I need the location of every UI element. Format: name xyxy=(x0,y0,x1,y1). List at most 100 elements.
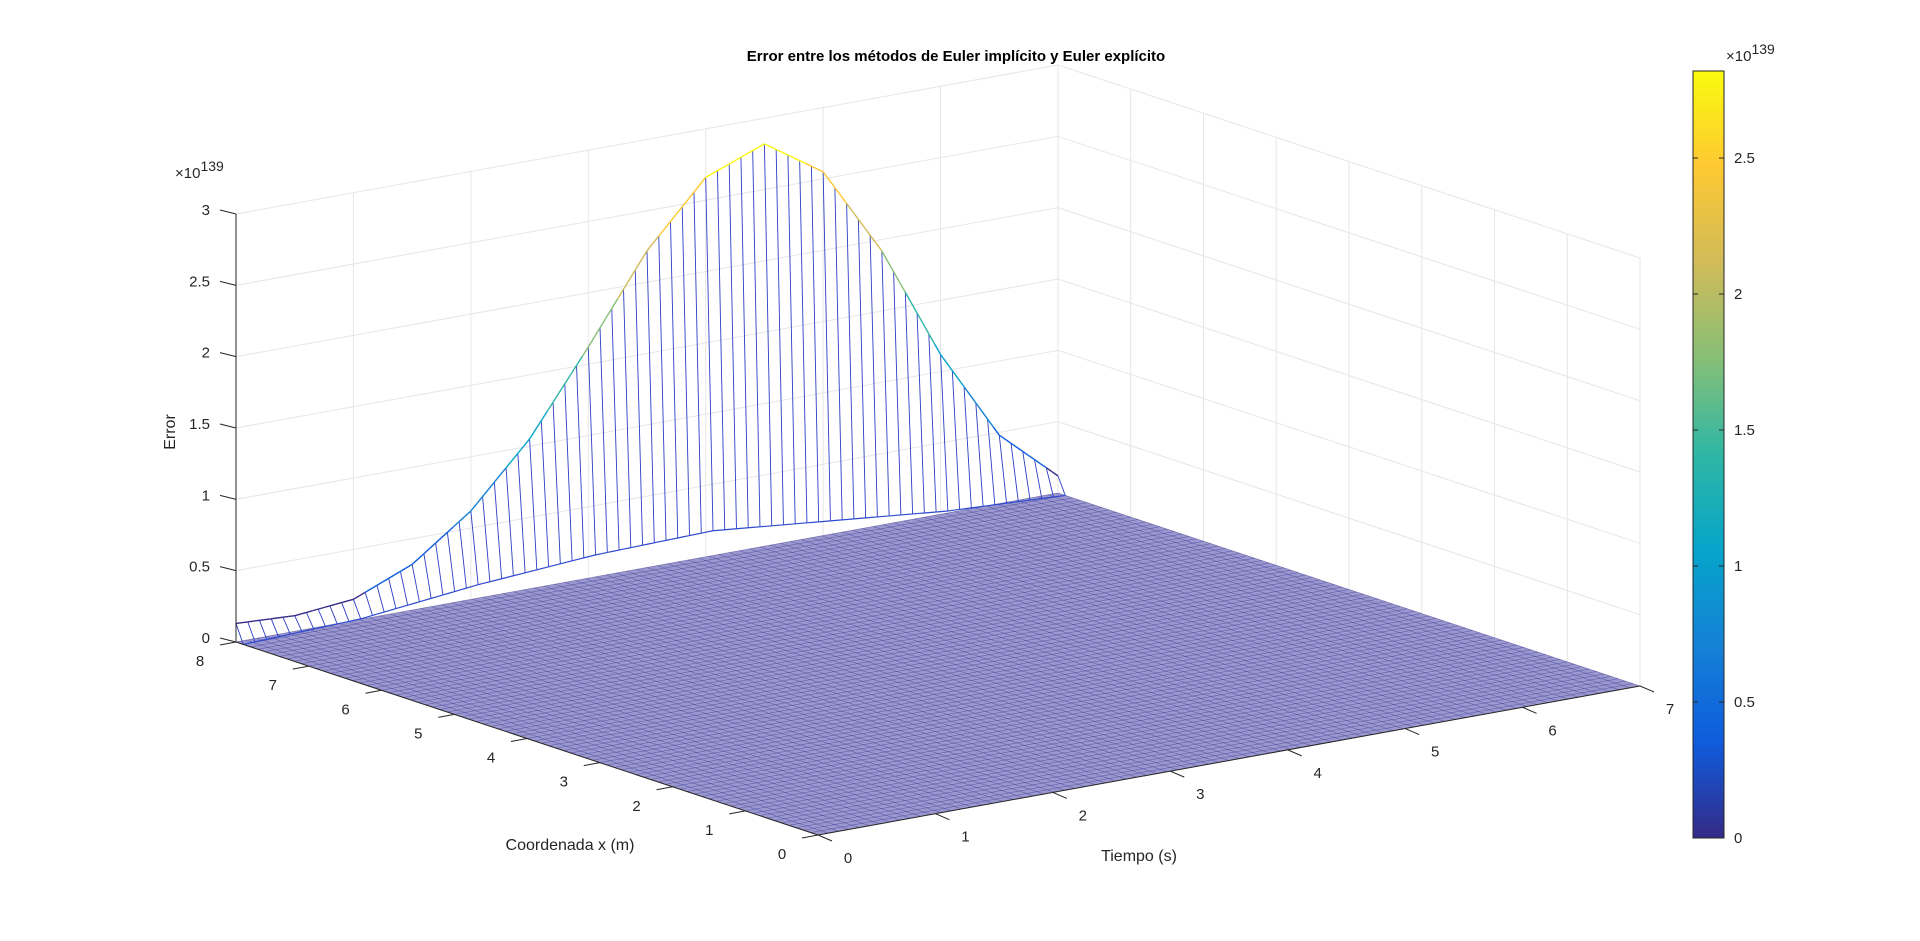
colorbar-tick-label: 2 xyxy=(1734,286,1742,303)
mesh-line xyxy=(1037,496,1620,690)
ridge-line xyxy=(904,292,914,514)
ridge-curve xyxy=(881,250,889,262)
ridge-line xyxy=(752,150,761,527)
ridge-line xyxy=(235,623,244,645)
ridge-curve xyxy=(558,383,566,394)
grid-line xyxy=(235,349,1641,544)
colorbar-tick-label: 0 xyxy=(1734,830,1742,847)
svg-text:×10139: ×10139 xyxy=(175,158,224,182)
ridge-curve xyxy=(323,605,331,609)
mesh-line xyxy=(575,580,1158,774)
y-tick-label: 8 xyxy=(196,653,204,670)
ridge-curve xyxy=(634,260,642,271)
ridge-curve xyxy=(646,243,654,252)
ridge-curve xyxy=(265,618,272,621)
ridge-curve xyxy=(552,392,560,403)
mesh-line xyxy=(256,638,839,832)
ridge-curve xyxy=(1028,454,1035,461)
ridge-line xyxy=(270,618,279,637)
ridge-line xyxy=(857,219,867,518)
z-tick-label: 2.5 xyxy=(189,273,210,290)
mesh-line xyxy=(790,541,1373,735)
colorbar-gradient xyxy=(1692,70,1725,839)
mesh-line xyxy=(759,546,1343,741)
mesh-line xyxy=(410,610,993,804)
ridge-curve xyxy=(722,163,730,168)
ridge-curve xyxy=(271,617,278,620)
grid-line xyxy=(235,278,1641,473)
mesh-line xyxy=(441,604,1024,798)
ridge-curve xyxy=(687,191,695,200)
mesh-line xyxy=(677,561,1260,756)
secondary-curve xyxy=(243,494,1066,645)
mesh-line xyxy=(369,617,952,812)
colorbar-exponent-base: ×10 xyxy=(1726,48,1751,65)
ridge-line xyxy=(670,221,679,538)
ridge-line xyxy=(987,418,996,505)
y-tick-label: 1 xyxy=(705,822,713,839)
ridge-line xyxy=(599,327,608,553)
axes xyxy=(219,209,1655,842)
ridge-curve xyxy=(306,610,313,614)
ridge-line xyxy=(940,354,949,512)
ridge-curve xyxy=(622,279,630,290)
ridge-curve xyxy=(910,302,918,314)
ridge-curve xyxy=(816,168,824,173)
ridge-curve xyxy=(452,521,460,528)
ridge-curve xyxy=(247,620,254,623)
mesh-line xyxy=(636,569,1219,763)
ridge-line xyxy=(834,187,843,520)
mesh-line xyxy=(924,516,1507,711)
ridge-line xyxy=(576,365,585,558)
y-tick-label: 6 xyxy=(341,701,349,718)
mesh-line xyxy=(986,505,1569,700)
ridge-line xyxy=(1022,451,1031,501)
ridge-line xyxy=(928,333,937,512)
mesh-line xyxy=(431,606,1014,800)
ridge-line xyxy=(376,585,385,613)
mesh-line xyxy=(626,571,1209,765)
ridge-curve xyxy=(611,298,619,309)
mesh-line xyxy=(831,533,1415,728)
mesh-line xyxy=(585,578,1168,772)
ridge-line xyxy=(623,289,632,548)
grid-line xyxy=(235,135,1641,330)
ridge-line xyxy=(317,608,326,627)
ridge-line xyxy=(775,149,784,525)
ridge-line xyxy=(846,203,855,519)
ridge-line xyxy=(681,206,690,536)
surface-mesh xyxy=(235,492,1641,836)
mesh-line xyxy=(780,543,1363,737)
mesh-line xyxy=(996,503,1579,698)
ridge-curve xyxy=(846,203,854,212)
ridge-line xyxy=(658,236,667,541)
mesh-line xyxy=(492,595,1075,789)
ridge-line xyxy=(1057,475,1066,496)
ridge-line xyxy=(646,250,655,543)
mesh-line xyxy=(903,520,1486,715)
ridge-curve xyxy=(869,234,877,244)
ridge-line xyxy=(482,496,491,582)
mesh-line xyxy=(821,535,1404,730)
ridge-curve xyxy=(1034,459,1041,465)
ridge-curve xyxy=(992,426,1000,436)
ridge-curve xyxy=(828,179,836,189)
mesh-line xyxy=(718,554,1301,748)
ridge-curve xyxy=(253,619,260,622)
ridge-curve xyxy=(986,418,994,428)
ridge-curve xyxy=(1022,450,1030,457)
y-tick xyxy=(729,810,746,815)
mesh-line xyxy=(318,626,901,821)
ridge-curve xyxy=(805,162,812,167)
ridge-curve xyxy=(898,281,906,293)
ridge-curve xyxy=(769,146,777,151)
ridge-curve xyxy=(388,574,395,579)
ridge-curve xyxy=(752,146,759,152)
ridge-curve xyxy=(499,467,507,476)
mesh-line xyxy=(872,526,1456,720)
mesh-line xyxy=(605,574,1188,769)
x-tick-label: 4 xyxy=(1314,765,1322,782)
chart-title: Error entre los métodos de Euler implíci… xyxy=(747,48,1165,65)
y-tick xyxy=(292,665,309,670)
